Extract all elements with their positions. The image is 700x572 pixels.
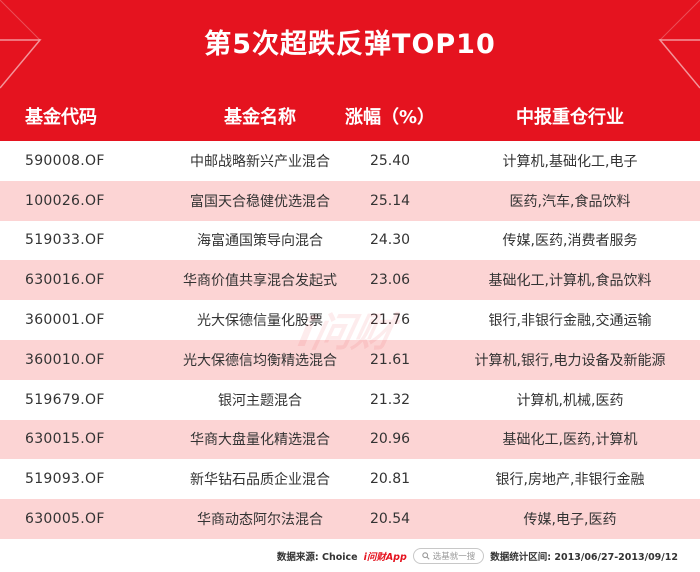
fund-name: 光大保德信量化股票 (197, 313, 323, 330)
fund-industry: 计算机,银行,电力设备及新能源 (474, 352, 666, 369)
fund-name: 银河主题混合 (218, 392, 302, 409)
fund-code: 519679.OF (25, 391, 105, 408)
header-code: 基金代码 (25, 107, 97, 128)
table-row: 630016.OF 华商价值共享混合发起式 23.06 基础化工,计算机,食品饮… (0, 260, 700, 301)
fund-pct: 20.81 (369, 471, 411, 488)
title-banner: 第5次超跌反弹TOP10 (0, 0, 700, 91)
fund-industry: 计算机,机械,医药 (516, 392, 624, 409)
fund-code: 590008.OF (25, 152, 105, 169)
fund-code: 360010.OF (25, 351, 105, 368)
fund-code: 630005.OF (25, 511, 105, 528)
fund-industry: 计算机,基础化工,电子 (502, 153, 638, 170)
page-title: 第5次超跌反弹TOP10 (204, 29, 496, 60)
header-industry: 中报重仓行业 (516, 107, 624, 128)
fund-pct: 23.06 (369, 272, 411, 289)
fund-industry: 银行,非银行金融,交通运输 (488, 313, 652, 330)
table-row: 360010.OF 光大保德信均衡精选混合 21.61 计算机,银行,电力设备及… (0, 339, 700, 380)
fund-code: 630015.OF (25, 431, 105, 448)
header-name: 基金名称 (224, 107, 296, 128)
fund-name: 新华钻石品质企业混合 (190, 472, 330, 489)
fund-table: 590008.OF 中邮战略新兴产业混合 25.40 计算机,基础化工,电子 1… (0, 141, 700, 539)
fund-pct: 21.76 (369, 312, 411, 329)
fund-code: 519093.OF (25, 471, 105, 488)
fund-industry: 医药,汽车,食品饮料 (509, 193, 631, 210)
app-brand: i问财App (363, 552, 407, 563)
data-source: 数据来源: Choice (276, 552, 358, 563)
fund-pct: 20.54 (369, 511, 411, 528)
fund-pct: 25.14 (369, 192, 411, 209)
fund-pct: 25.40 (369, 152, 411, 169)
fund-name: 华商大盘量化精选混合 (190, 432, 330, 449)
fund-pct: 20.96 (369, 431, 411, 448)
fund-pct: 21.32 (369, 391, 411, 408)
header-pct: 涨幅（%） (344, 107, 436, 128)
fund-pct: 24.30 (369, 232, 411, 249)
fund-industry: 传媒,电子,医药 (523, 512, 617, 529)
fund-industry: 基础化工,医药,计算机 (502, 432, 638, 449)
title-decoration (0, 0, 700, 89)
search-icon (422, 552, 430, 560)
search-pill-text: 选基就一搜 (432, 552, 476, 562)
fund-code: 630016.OF (25, 272, 105, 289)
fund-name: 华商动态阿尔法混合 (197, 512, 323, 529)
table-row: 630015.OF 华商大盘量化精选混合 20.96 基础化工,医药,计算机 (0, 419, 700, 460)
fund-industry: 传媒,医药,消费者服务 (502, 233, 638, 250)
table-row: 519033.OF 海富通国策导向混合 24.30 传媒,医药,消费者服务 (0, 221, 700, 261)
footer: 数据来源: Choice i问财App 选基就一搜 数据统计区间: 2013/0… (0, 540, 700, 572)
fund-name: 华商价值共享混合发起式 (183, 273, 337, 290)
fund-name: 中邮战略新兴产业混合 (190, 153, 330, 170)
table-row: 360001.OF 光大保德信量化股票 21.76 银行,非银行金融,交通运输 (0, 300, 700, 340)
table-row: 590008.OF 中邮战略新兴产业混合 25.40 计算机,基础化工,电子 (0, 141, 700, 181)
fund-code: 360001.OF (25, 312, 105, 329)
fund-pct: 21.61 (369, 351, 411, 368)
search-pill: 选基就一搜 (412, 548, 485, 564)
fund-industry: 银行,房地产,非银行金融 (495, 472, 645, 489)
fund-name: 光大保德信均衡精选混合 (183, 352, 337, 369)
fund-name: 富国天合稳健优选混合 (190, 193, 330, 210)
table-row: 630005.OF 华商动态阿尔法混合 20.54 传媒,电子,医药 (0, 499, 700, 539)
table-row: 100026.OF 富国天合稳健优选混合 25.14 医药,汽车,食品饮料 (0, 180, 700, 221)
fund-code: 519033.OF (25, 232, 105, 249)
watermark-logo: i问财 (294, 310, 398, 356)
fund-code: 100026.OF (25, 192, 105, 209)
table-row: 519093.OF 新华钻石品质企业混合 20.81 银行,房地产,非银行金融 (0, 459, 700, 499)
fund-name: 海富通国策导向混合 (197, 233, 323, 250)
table-header: 基金代码 基金名称 涨幅（%） 中报重仓行业 (0, 91, 700, 141)
data-period: 数据统计区间: 2013/06/27-2013/09/12 (490, 552, 678, 563)
table-row: 519679.OF 银河主题混合 21.32 计算机,机械,医药 (0, 380, 700, 420)
fund-industry: 基础化工,计算机,食品饮料 (488, 273, 652, 290)
